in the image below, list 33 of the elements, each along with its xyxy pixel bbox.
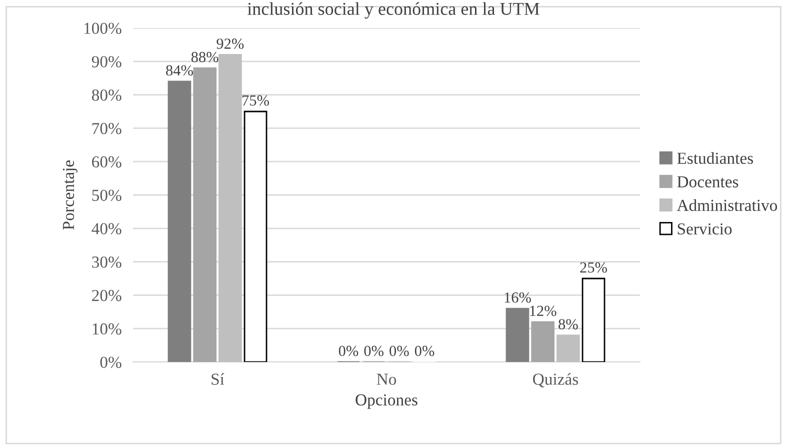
data-label: 0%: [338, 346, 358, 356]
y-tick-label: 60%: [92, 156, 122, 168]
data-label: 92%: [216, 38, 244, 49]
data-label: 0%: [364, 346, 384, 356]
x-tick-label: Quizás: [533, 373, 578, 388]
y-tick-label: 10%: [92, 323, 122, 335]
y-tick-label: 20%: [92, 290, 122, 302]
data-label: 16%: [504, 292, 531, 303]
x-axis-title: Opciones: [356, 394, 418, 409]
legend-label: Docentes: [677, 176, 738, 188]
data-label: 25%: [580, 262, 608, 273]
y-tick-label: 0%: [100, 356, 122, 368]
data-label: 0%: [414, 346, 434, 356]
x-tick-label: No: [376, 374, 396, 385]
y-tick-label: 30%: [92, 256, 122, 268]
x-tick-label: Sí: [212, 373, 224, 385]
data-label: 0%: [390, 346, 409, 356]
y-tick-label: 80%: [92, 90, 122, 101]
y-tick-label: 40%: [92, 223, 122, 234]
y-tick-label: 70%: [92, 122, 122, 134]
legend-label: Servicio: [678, 223, 732, 235]
data-label: 8%: [558, 319, 578, 330]
chart-title: inclusión social y económica en la UTM: [247, 2, 540, 19]
y-tick-label: 50%: [92, 190, 122, 201]
data-label: 12%: [530, 306, 556, 316]
legend-label: Estudiantes: [677, 152, 753, 164]
y-axis-title: Porcentaje: [62, 160, 78, 230]
data-label: 84%: [166, 65, 193, 76]
data-label: 88%: [191, 52, 218, 62]
data-label: 75%: [242, 95, 270, 106]
y-tick-label: 90%: [92, 56, 122, 68]
legend-label: Administrativo: [676, 199, 778, 211]
y-tick-label: 100%: [84, 22, 122, 34]
